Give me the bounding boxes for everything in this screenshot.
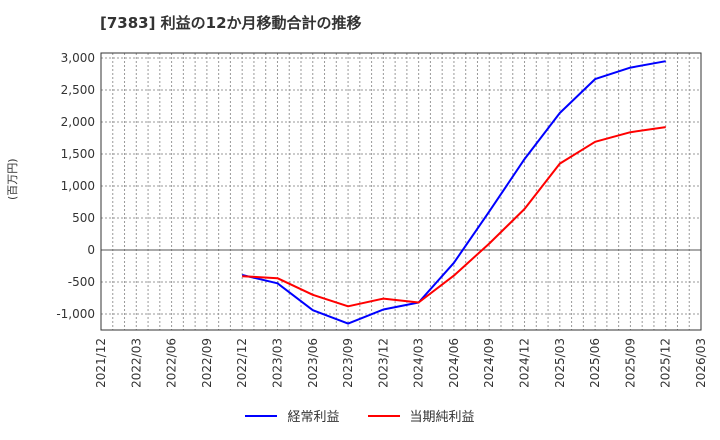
grid-lines: [101, 53, 701, 330]
series-line: [242, 126, 666, 308]
legend-swatch-red: [367, 414, 400, 417]
x-tick-label: 2022/12: [235, 338, 249, 388]
legend-label: 経常利益: [287, 410, 340, 425]
x-tick-label: 2025/09: [623, 338, 637, 388]
x-tick-label: 2026/03: [694, 338, 708, 388]
legend-swatch-blue: [245, 414, 278, 417]
y-tick-label: -500: [68, 275, 95, 289]
y-tick-label: 3,000: [61, 51, 95, 65]
y-tick-label: 0: [87, 243, 95, 257]
x-tick-label: 2024/12: [518, 338, 532, 388]
line-chart: 3,0002,5002,0001,5001,0005000-500-1,000 …: [56, 51, 708, 388]
x-tick-label: 2023/03: [270, 338, 284, 388]
x-tick-label: 2022/06: [165, 338, 179, 388]
legend: 経常利益 当期純利益: [0, 406, 720, 425]
x-tick-label: 2021/12: [94, 338, 108, 388]
y-tick-label: 1,000: [61, 179, 95, 193]
series-line: [241, 60, 666, 325]
legend-item-net-income: 当期純利益: [367, 406, 475, 425]
x-tick-label: 2024/06: [447, 338, 461, 388]
x-tick-label: 2024/03: [412, 338, 426, 388]
x-tick-label: 2023/09: [341, 338, 355, 388]
x-tick-label: 2023/06: [306, 338, 320, 388]
series-lines: [241, 60, 666, 325]
chart-title: [7383] 利益の12か月移動合計の推移: [100, 14, 362, 32]
x-axis-ticks: 2021/12 2022/03 2022/06 2022/09 2022/12 2023/…: [94, 338, 708, 388]
y-tick-label: 1,500: [61, 147, 95, 161]
x-tick-label: 2022/09: [200, 338, 214, 388]
x-tick-label: 2025/03: [553, 338, 567, 388]
y-tick-label: 2,000: [61, 115, 95, 129]
x-tick-label: 2022/03: [129, 338, 143, 388]
y-tick-label: -1,000: [56, 307, 95, 321]
y-axis-ticks: 3,000 2,500 2,000 1,500 1,000 500 0 -500 -1,000: [56, 51, 95, 321]
x-tick-label: 2024/09: [482, 338, 496, 388]
x-tick-label: 2023/12: [376, 338, 390, 388]
legend-label: 当期純利益: [409, 410, 475, 425]
x-tick-label: 2025/06: [588, 338, 602, 388]
legend-item-ordinary-profit: 経常利益: [245, 406, 340, 425]
x-tick-label: 2025/12: [659, 338, 673, 388]
y-tick-label: 2,500: [61, 83, 95, 97]
plot-frame: [100, 52, 702, 331]
y-tick-label: 500: [72, 211, 95, 225]
